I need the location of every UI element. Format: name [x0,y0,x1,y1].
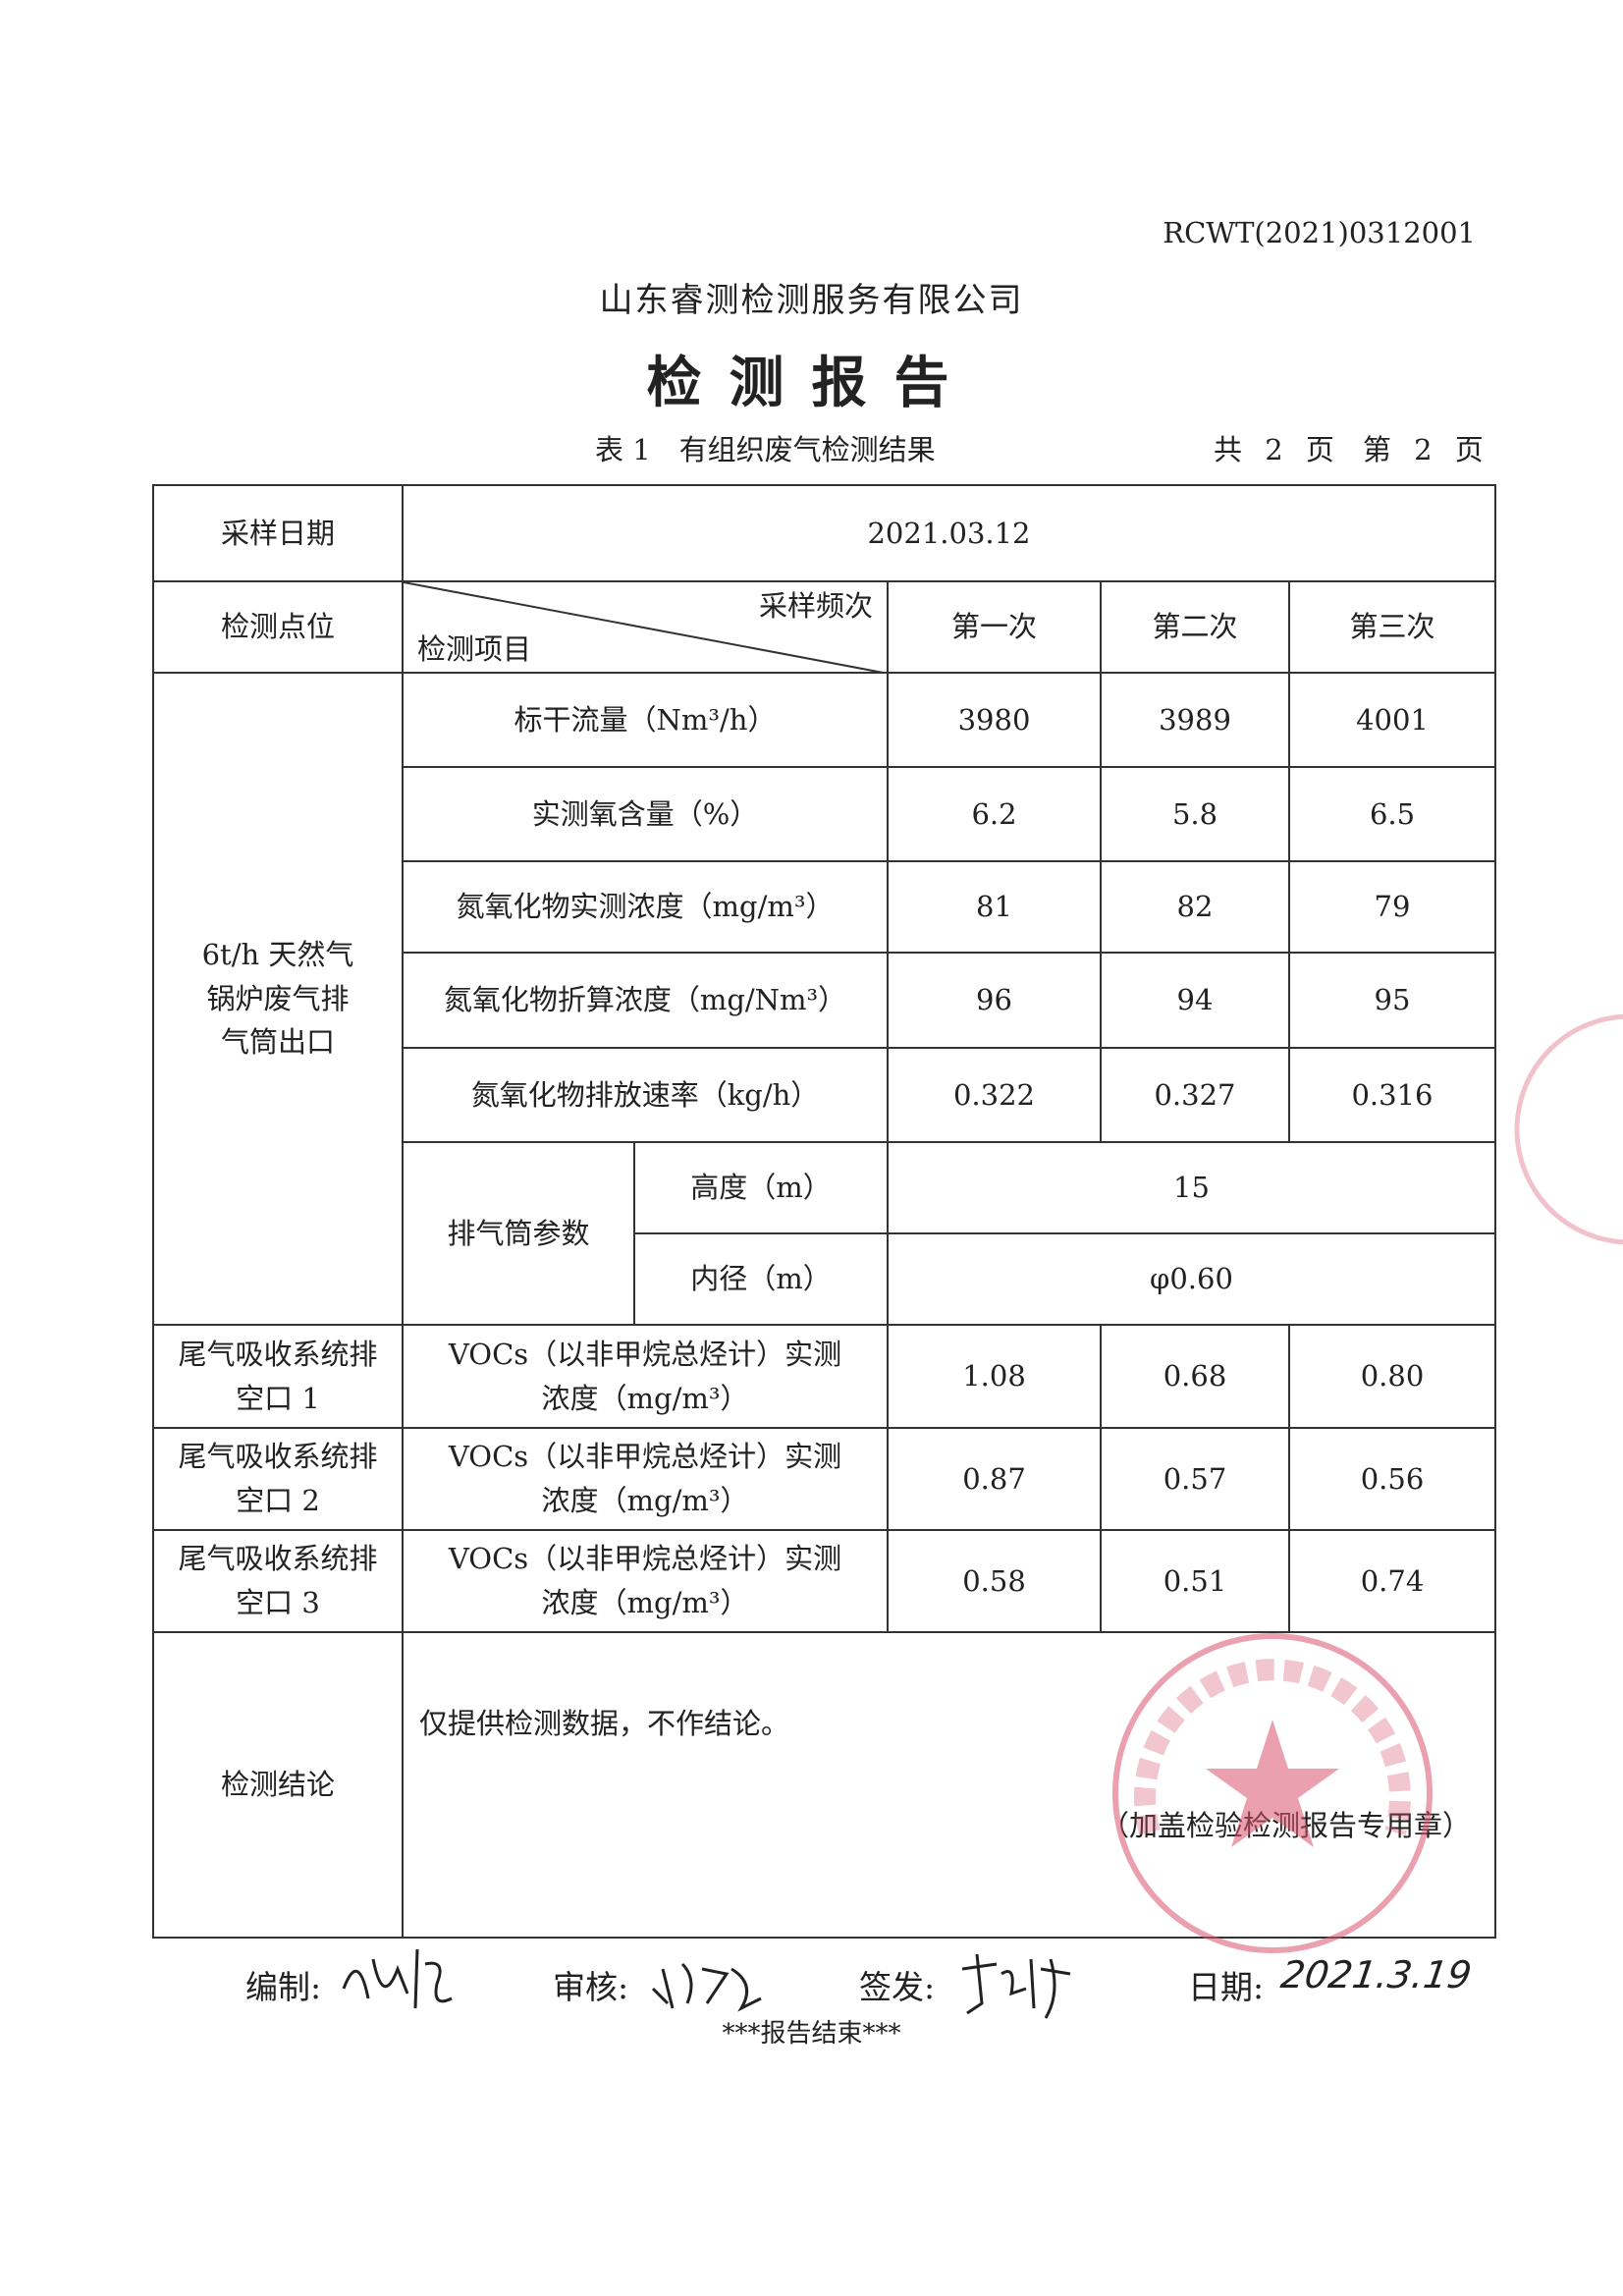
conclusion-cell: 仅提供检测数据，不作结论。 （加盖检验检测报告专用章） [402,1631,1496,1939]
diameter-value: φ0.60 [887,1232,1496,1326]
value-cell: 0.58 [887,1529,1102,1633]
results-table: 采样日期 2021.03.12 检测点位 采样频次 检测项目 第一次 第二次 第… [152,484,1496,1939]
table-row: 尾气吸收系统排空口 2 VOCs（以非甲烷总烃计）实测浓度（mg/m³） 0.8… [152,1427,1496,1531]
value-cell: 79 [1288,860,1496,954]
diagonal-line [404,582,889,674]
value-cell: 0.322 [887,1047,1102,1143]
run-2-header: 第二次 [1100,580,1290,674]
boiler-location: 6t/h 天然气锅炉废气排气筒出口 [152,672,404,1326]
company-name: 山东睿测检测服务有限公司 [599,281,1024,320]
table-row: 尾气吸收系统排空口 1 VOCs（以非甲烷总烃计）实测浓度（mg/m³） 1.0… [152,1324,1496,1429]
value-cell: 1.08 [887,1324,1102,1429]
value-cell: 0.57 [1100,1427,1290,1531]
conclusion-row: 检测结论 仅提供检测数据，不作结论。 （加盖检验检测报告专用章） [152,1631,1496,1939]
table-row: 6t/h 天然气锅炉废气排气筒出口 标干流量（Nm³/h） 3980 3989 … [152,672,1496,1326]
compiled-label: 编制: [245,1968,322,2006]
row-item: 实测氧含量（%） [402,766,889,862]
height-label: 高度（m） [633,1141,889,1234]
frequency-header: 采样频次 [758,589,873,623]
vocs-location: 尾气吸收系统排空口 1 [152,1324,404,1429]
diagonal-header-cell: 采样频次 检测项目 [402,580,889,674]
date-label: 日期: [1188,1968,1265,2006]
table-row: 实测氧含量（%） 6.2 5.8 6.5 [153,766,1496,862]
value-cell: 4001 [1288,672,1496,768]
sampling-date-value: 2021.03.12 [402,484,1496,582]
table-row: 氮氧化物折算浓度（mg/Nm³） 96 94 95 [153,952,1496,1049]
table-row: 排气筒参数 高度（m） 15 [153,1141,1496,1326]
row-item: VOCs（以非甲烷总烃计）实测浓度（mg/m³） [402,1427,889,1531]
issued-label: 签发: [859,1968,936,2006]
page-info: 共 2 页 第 2 页 [1214,433,1484,466]
value-cell: 0.87 [887,1427,1102,1531]
row-item: VOCs（以非甲烷总烃计）实测浓度（mg/m³） [402,1324,889,1429]
value-cell: 3989 [1100,672,1290,768]
report-number: RCWT(2021)0312001 [1163,216,1476,249]
location-header: 检测点位 [152,580,404,674]
row-item: VOCs（以非甲烷总烃计）实测浓度（mg/m³） [402,1529,889,1633]
value-cell: 94 [1100,952,1290,1049]
row-item: 氮氧化物实测浓度（mg/m³） [402,860,889,954]
item-header: 检测项目 [417,632,532,667]
table-row: 氮氧化物实测浓度（mg/m³） 81 82 79 [153,860,1496,954]
vocs-location: 尾气吸收系统排空口 3 [152,1529,404,1633]
table-row: 内径（m） φ0.60 [153,1232,1496,1326]
value-cell: 0.56 [1288,1427,1496,1531]
seal-note: （加盖检验检测报告专用章） [1100,1809,1471,1843]
sampling-date-row: 采样日期 2021.03.12 [152,484,1496,582]
table-caption: 表 1 有组织废气检测结果 [595,433,936,466]
value-cell: 0.316 [1288,1047,1496,1143]
end-of-report: ***报告结束*** [722,2019,901,2049]
table-row: 氮氧化物排放速率（kg/h） 0.322 0.327 0.316 [153,1047,1496,1143]
value-cell: 5.8 [1100,766,1290,862]
value-cell: 0.74 [1288,1529,1496,1633]
conclusion-text: 仅提供检测数据，不作结论。 [419,1707,790,1740]
value-cell: 0.68 [1100,1324,1290,1429]
run-3-header: 第三次 [1288,580,1496,674]
run-1-header: 第一次 [887,580,1102,674]
reviewed-label: 审核: [553,1968,629,2006]
conclusion-label: 检测结论 [152,1631,404,1939]
compiler-signature [342,1948,453,2009]
value-cell: 0.80 [1288,1324,1496,1429]
value-cell: 95 [1288,952,1496,1049]
reviewer-signature [651,1962,762,2012]
value-cell: 6.2 [887,766,1102,862]
row-item: 氮氧化物排放速率（kg/h） [402,1047,889,1143]
header-row: 检测点位 采样频次 检测项目 第一次 第二次 第三次 [152,580,1496,674]
value-cell: 96 [887,952,1102,1049]
vocs-location: 尾气吸收系统排空口 2 [152,1427,404,1531]
issuer-signature [961,1953,1071,2019]
signature-line: 编制: 审核: 签发: 日期: 2021.3.19 [0,1940,1623,2028]
table-row: 尾气吸收系统排空口 3 VOCs（以非甲烷总烃计）实测浓度（mg/m³） 0.5… [152,1529,1496,1633]
value-cell: 81 [887,860,1102,954]
value-cell: 82 [1100,860,1290,954]
value-cell: 3980 [887,672,1102,768]
value-cell: 0.327 [1100,1047,1290,1143]
stack-params-label: 排气筒参数 [402,1141,635,1326]
sampling-date-label: 采样日期 [152,484,404,582]
row-item: 氮氧化物折算浓度（mg/Nm³） [402,952,889,1049]
issue-date: 2021.3.19 [1277,1953,1475,1996]
value-cell: 0.51 [1100,1529,1290,1633]
row-item: 标干流量（Nm³/h） [402,672,889,768]
report-title: 检测报告 [646,351,977,415]
diameter-label: 内径（m） [633,1232,889,1326]
height-value: 15 [887,1141,1496,1234]
value-cell: 6.5 [1288,766,1496,862]
